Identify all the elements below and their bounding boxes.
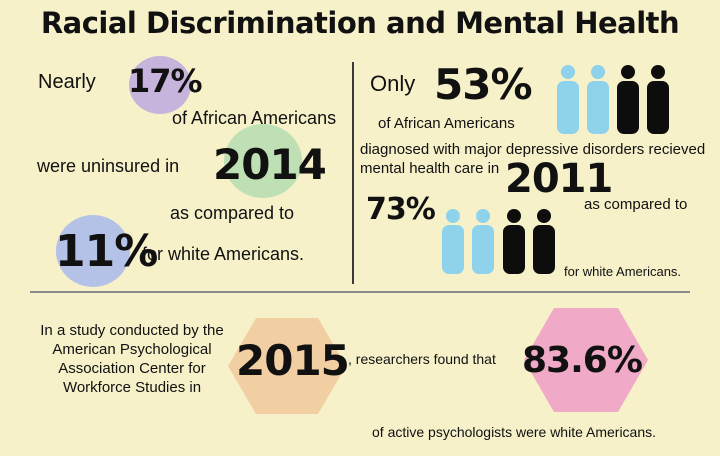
person-icon <box>472 209 494 274</box>
white-care-percent: 73% <box>366 192 436 227</box>
peach-hexagon <box>228 318 346 414</box>
for-white-americans-text: for white Americans. <box>142 244 305 264</box>
of-active-psychologists-text: of active psychologists were white Ameri… <box>372 424 657 440</box>
page-title: Racial Discrimination and Mental Health <box>40 6 680 40</box>
person-icon <box>533 209 555 274</box>
person-icon <box>587 65 609 134</box>
pink-hexagon <box>524 308 648 412</box>
study-line1: In a study conducted by the <box>40 322 224 339</box>
person-icon <box>647 65 669 134</box>
person-icon <box>557 65 579 134</box>
year-2015: 2015 <box>236 336 350 385</box>
person-icon <box>617 65 639 134</box>
blue-circle <box>56 215 130 287</box>
study-line2: American Psychological <box>52 341 212 358</box>
horizontal-divider <box>30 291 690 293</box>
researchers-found-text: , researchers found that <box>348 351 496 367</box>
vertical-divider <box>352 62 354 284</box>
study-line3: Association Center for <box>58 360 206 377</box>
year-2014: 2014 <box>213 140 327 189</box>
purple-circle <box>129 56 191 114</box>
of-african-americans-text: of African Americans <box>172 108 337 128</box>
as-compared-to-right: as compared to <box>584 196 688 213</box>
person-icon <box>503 209 525 274</box>
white-uninsured-percent: 11% <box>55 226 158 277</box>
for-white-americans-right: for white Americans. <box>564 264 682 279</box>
care-percent: 53% <box>434 60 533 109</box>
green-circle <box>224 124 302 198</box>
diagnosed-line1: diagnosed with major depressive disorder… <box>360 141 706 158</box>
person-icon <box>442 209 464 274</box>
as-compared-to-text: as compared to <box>170 203 295 223</box>
of-african-americans-right: of African Americans <box>378 115 515 132</box>
nearly-text: Nearly <box>38 71 96 93</box>
uninsured-percent: 17% <box>128 62 203 100</box>
were-uninsured-text: were uninsured in <box>37 156 180 176</box>
only-text: Only <box>370 71 416 96</box>
diagnosed-line2: mental health care in <box>360 160 500 177</box>
year-2011: 2011 <box>505 156 613 202</box>
study-line4: Workforce Studies in <box>62 379 202 396</box>
psychologists-percent: 83.6% <box>522 340 643 381</box>
